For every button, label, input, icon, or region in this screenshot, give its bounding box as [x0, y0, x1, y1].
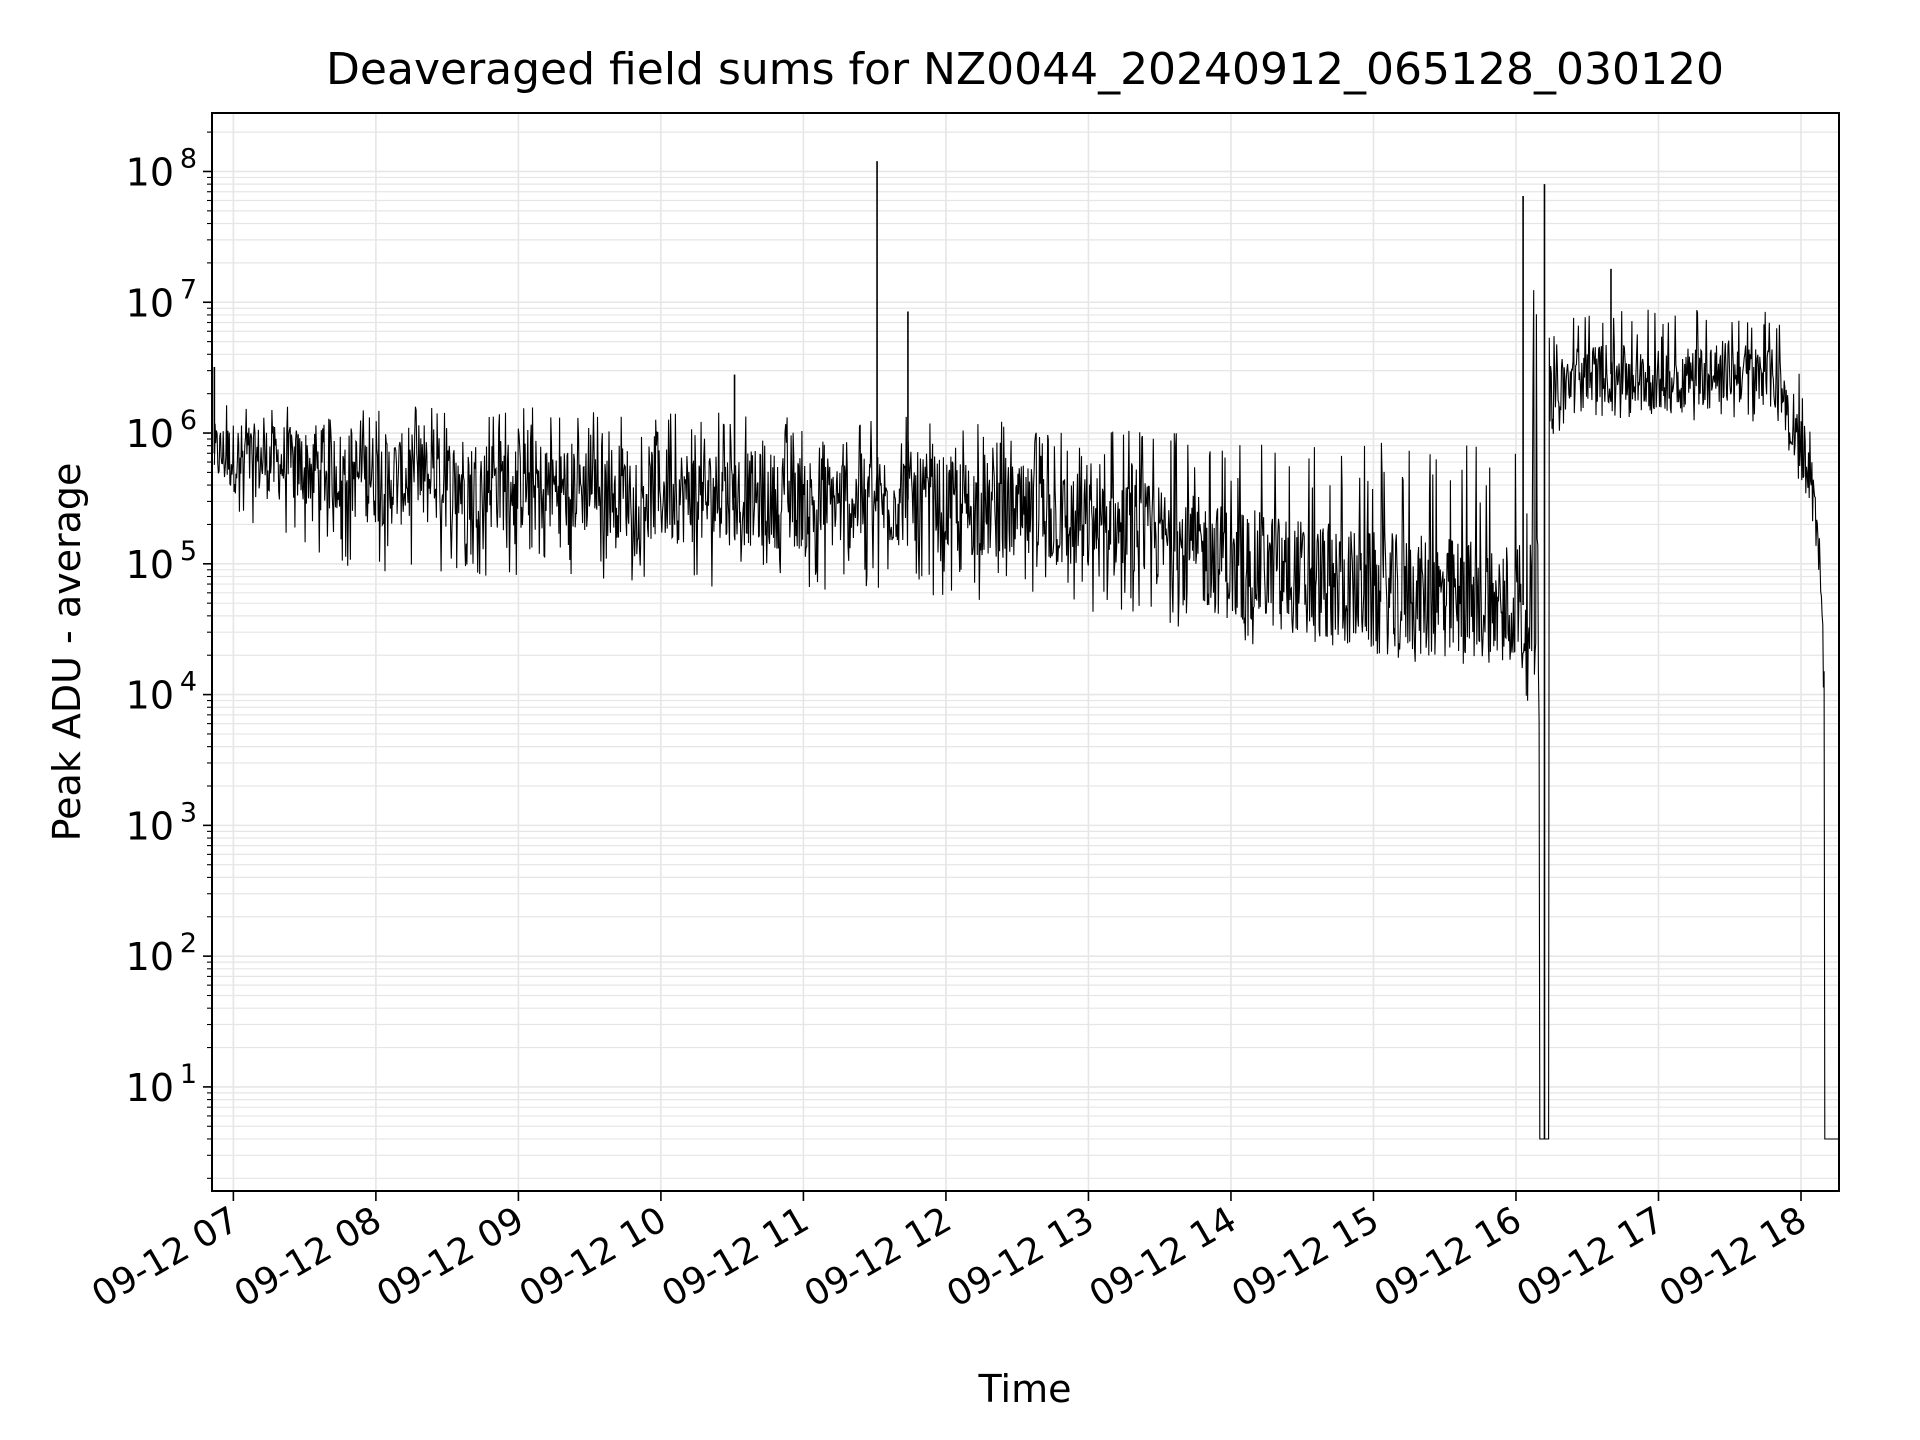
y-tick-exponent: 1: [180, 1059, 197, 1090]
x-tick-label: 09-12 17: [1510, 1199, 1671, 1315]
x-tick-label: 09-12 16: [1368, 1199, 1529, 1315]
grid-lines: [212, 113, 1839, 1191]
x-tick-label: 09-12 08: [228, 1199, 389, 1315]
x-tick-label: 09-12 14: [1083, 1199, 1244, 1315]
x-tick-label: 09-12 18: [1653, 1199, 1814, 1315]
data-line: [213, 290, 1839, 1140]
y-tick-exponent: 6: [180, 405, 197, 436]
y-tick-label: 10: [126, 412, 174, 456]
y-tick-exponent: 4: [180, 667, 197, 698]
plot-frame: [211, 112, 1840, 1192]
y-tick-label: 10: [126, 935, 174, 979]
data-trace: [213, 161, 1839, 1140]
y-tick-exponent: 5: [180, 536, 197, 567]
x-tick-label: 09-12 12: [798, 1199, 959, 1315]
x-tick-label: 09-12 15: [1225, 1199, 1386, 1315]
y-tick-exponent: 7: [180, 274, 197, 305]
y-tick-label: 10: [126, 1066, 174, 1110]
x-tick-label: 09-12 09: [370, 1199, 531, 1315]
y-tick-label: 10: [126, 281, 174, 325]
y-tick-label: 10: [126, 543, 174, 587]
y-tick-exponent: 2: [180, 928, 197, 959]
y-tick-label: 10: [126, 150, 174, 194]
x-tick-label: 09-12 11: [655, 1199, 816, 1315]
y-tick-label: 10: [126, 804, 174, 848]
x-tick-label: 09-12 13: [940, 1199, 1101, 1315]
chart-title: Deaveraged field sums for NZ0044_2024091…: [326, 44, 1724, 95]
y-tick-label: 10: [126, 674, 174, 718]
y-axis-label: Peak ADU - average: [45, 463, 89, 842]
x-axis-label: Time: [978, 1367, 1072, 1411]
y-tick-exponent: 8: [180, 143, 197, 174]
x-tick-label: 09-12 07: [85, 1199, 246, 1315]
x-tick-label: 09-12 10: [513, 1199, 674, 1315]
y-tick-exponent: 3: [180, 797, 197, 828]
